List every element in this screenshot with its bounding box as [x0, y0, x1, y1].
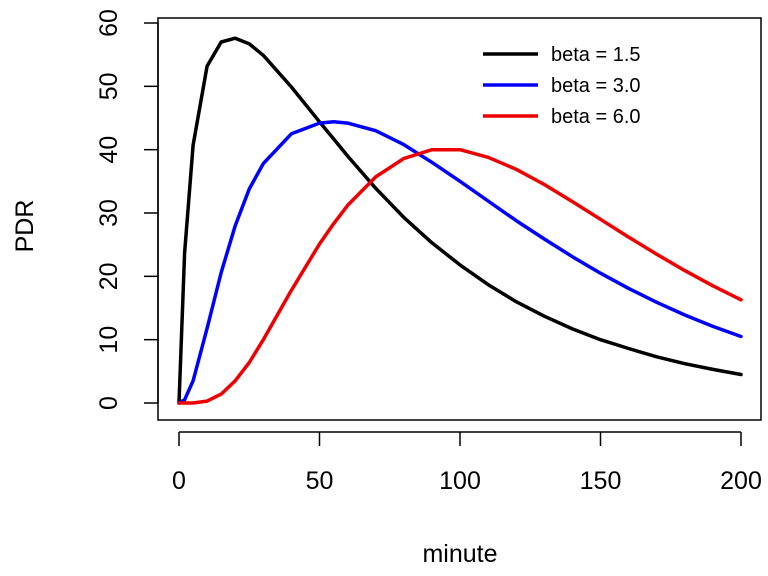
series-line-1: [177, 36, 743, 405]
y-tick-label: 50: [95, 72, 123, 100]
y-tick-label: 20: [95, 262, 123, 290]
x-tick-label: 0: [172, 467, 186, 495]
legend-label-2: beta = 3.0: [551, 75, 641, 97]
x-tick-label: 150: [580, 467, 622, 495]
y-tick-label: 10: [95, 326, 123, 354]
legend-label-1: beta = 1.5: [551, 44, 641, 66]
legend-label-3: beta = 6.0: [551, 106, 641, 128]
y-tick-label: 40: [95, 136, 123, 164]
y-tick-label: 30: [95, 199, 123, 227]
series-line-2: [177, 120, 743, 405]
legend: beta = 1.5 beta = 3.0 beta = 6.0: [483, 44, 641, 128]
y-tick-label: 0: [95, 396, 123, 410]
x-tick-label: 50: [306, 467, 334, 495]
series-layer: [177, 36, 743, 405]
x-tick-label: 100: [439, 467, 481, 495]
y-axis: 0 10 20 30 40 50 60: [95, 9, 159, 410]
y-tick-label: 60: [95, 9, 123, 37]
series-line-3: [177, 147, 743, 405]
x-axis-label: minute: [422, 540, 497, 568]
x-axis: 0 50 100 150 200: [172, 431, 762, 495]
x-tick-label: 200: [720, 467, 762, 495]
y-axis-label: PDR: [11, 200, 39, 253]
